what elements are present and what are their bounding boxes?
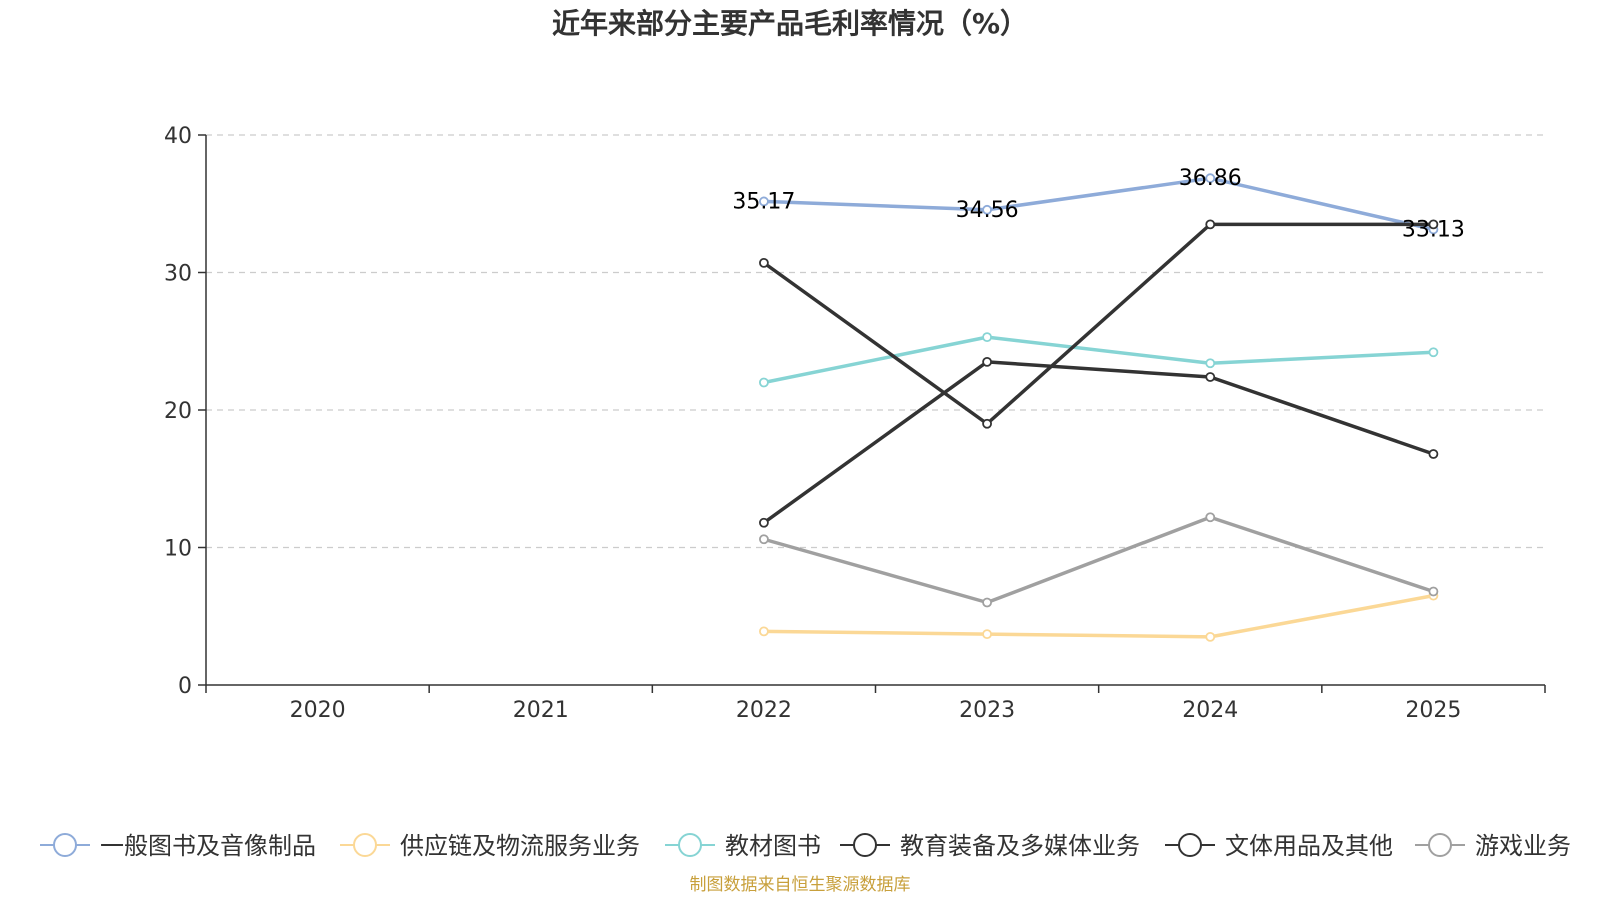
legend-item-1[interactable]: 供应链及物流服务业务 [340, 832, 640, 860]
axes: 0 10 20 30 40 2020 2021 2022 2023 2024 2025 [164, 124, 1546, 723]
data-point [759, 377, 769, 388]
legend-label: 教材图书 [725, 832, 821, 860]
legend-item-0[interactable]: 一般图书及音像制品 [40, 832, 316, 860]
x-tick-label: 2021 [513, 698, 569, 723]
data-point [1205, 372, 1216, 382]
data-point [1205, 358, 1216, 369]
x-tick-label: 2024 [1182, 698, 1238, 723]
y-tick-label: 20 [164, 399, 192, 424]
grid-lines [206, 134, 1545, 549]
series-line-5 [763, 515, 1434, 605]
data-point [1428, 586, 1439, 597]
series-line-1 [763, 593, 1434, 639]
data-point [1205, 219, 1216, 230]
data-point [1205, 631, 1216, 642]
data-point [982, 332, 992, 343]
legend-label: 文体用品及其他 [1225, 832, 1393, 860]
legend-marker-icon [1178, 833, 1202, 857]
data-point [982, 597, 992, 608]
series-line-0 [763, 176, 1434, 232]
legend-item-3[interactable]: 教育装备及多媒体业务 [840, 832, 1140, 860]
x-tick-label: 2023 [959, 698, 1015, 723]
data-point [1428, 219, 1439, 230]
legend-marker-icon [678, 833, 702, 857]
legend-item-2[interactable]: 教材图书 [665, 832, 821, 860]
y-tick-label: 10 [164, 537, 192, 562]
data-label: 35.17 [732, 189, 795, 214]
data-point [759, 534, 769, 545]
legend-marker-icon [1428, 833, 1452, 857]
data-label: 36.86 [1179, 166, 1242, 191]
y-tick-label: 30 [164, 262, 192, 287]
data-point [759, 196, 769, 207]
data-point [759, 626, 769, 637]
data-label: 33.13 [1402, 217, 1465, 242]
data-point [1205, 512, 1216, 523]
chart-title: 近年来部分主要产品毛利率情况（%） [552, 7, 1028, 40]
data-label: 34.56 [956, 198, 1019, 223]
legend-item-5[interactable]: 游戏业务 [1415, 832, 1571, 860]
legend-marker-icon [853, 833, 877, 857]
legend-marker-icon [353, 833, 377, 857]
data-labels: 35.17 34.56 36.86 33.13 [732, 166, 1464, 242]
y-tick-label: 0 [178, 674, 192, 699]
data-point [982, 418, 992, 429]
series-group [759, 173, 1439, 642]
legend-item-4[interactable]: 文体用品及其他 [1165, 832, 1393, 860]
legend-label: 供应链及物流服务业务 [400, 832, 640, 860]
legend-label: 一般图书及音像制品 [100, 832, 316, 860]
data-point [759, 517, 769, 528]
data-point [982, 629, 992, 640]
legend-label: 教育装备及多媒体业务 [900, 832, 1140, 860]
legend: 一般图书及音像制品 供应链及物流服务业务 教材图书 教育装备及多媒体业务 文体用品及其他… [40, 832, 1571, 860]
legend-marker-icon [53, 833, 77, 857]
source-note: 制图数据来自恒生聚源数据库 [690, 875, 911, 895]
data-point [1428, 347, 1439, 358]
legend-label: 游戏业务 [1475, 832, 1571, 860]
x-tick-label: 2020 [290, 698, 346, 723]
series-line-3 [762, 222, 1434, 426]
data-point [982, 204, 992, 215]
data-point [1428, 449, 1439, 459]
x-tick-label: 2022 [736, 698, 792, 723]
x-tick-label: 2025 [1405, 698, 1461, 723]
series-line-4 [762, 360, 1434, 525]
data-point [982, 356, 992, 367]
data-point [759, 257, 769, 268]
data-point [1205, 173, 1216, 184]
y-tick-label: 40 [164, 124, 192, 149]
series-line-2 [763, 335, 1434, 385]
